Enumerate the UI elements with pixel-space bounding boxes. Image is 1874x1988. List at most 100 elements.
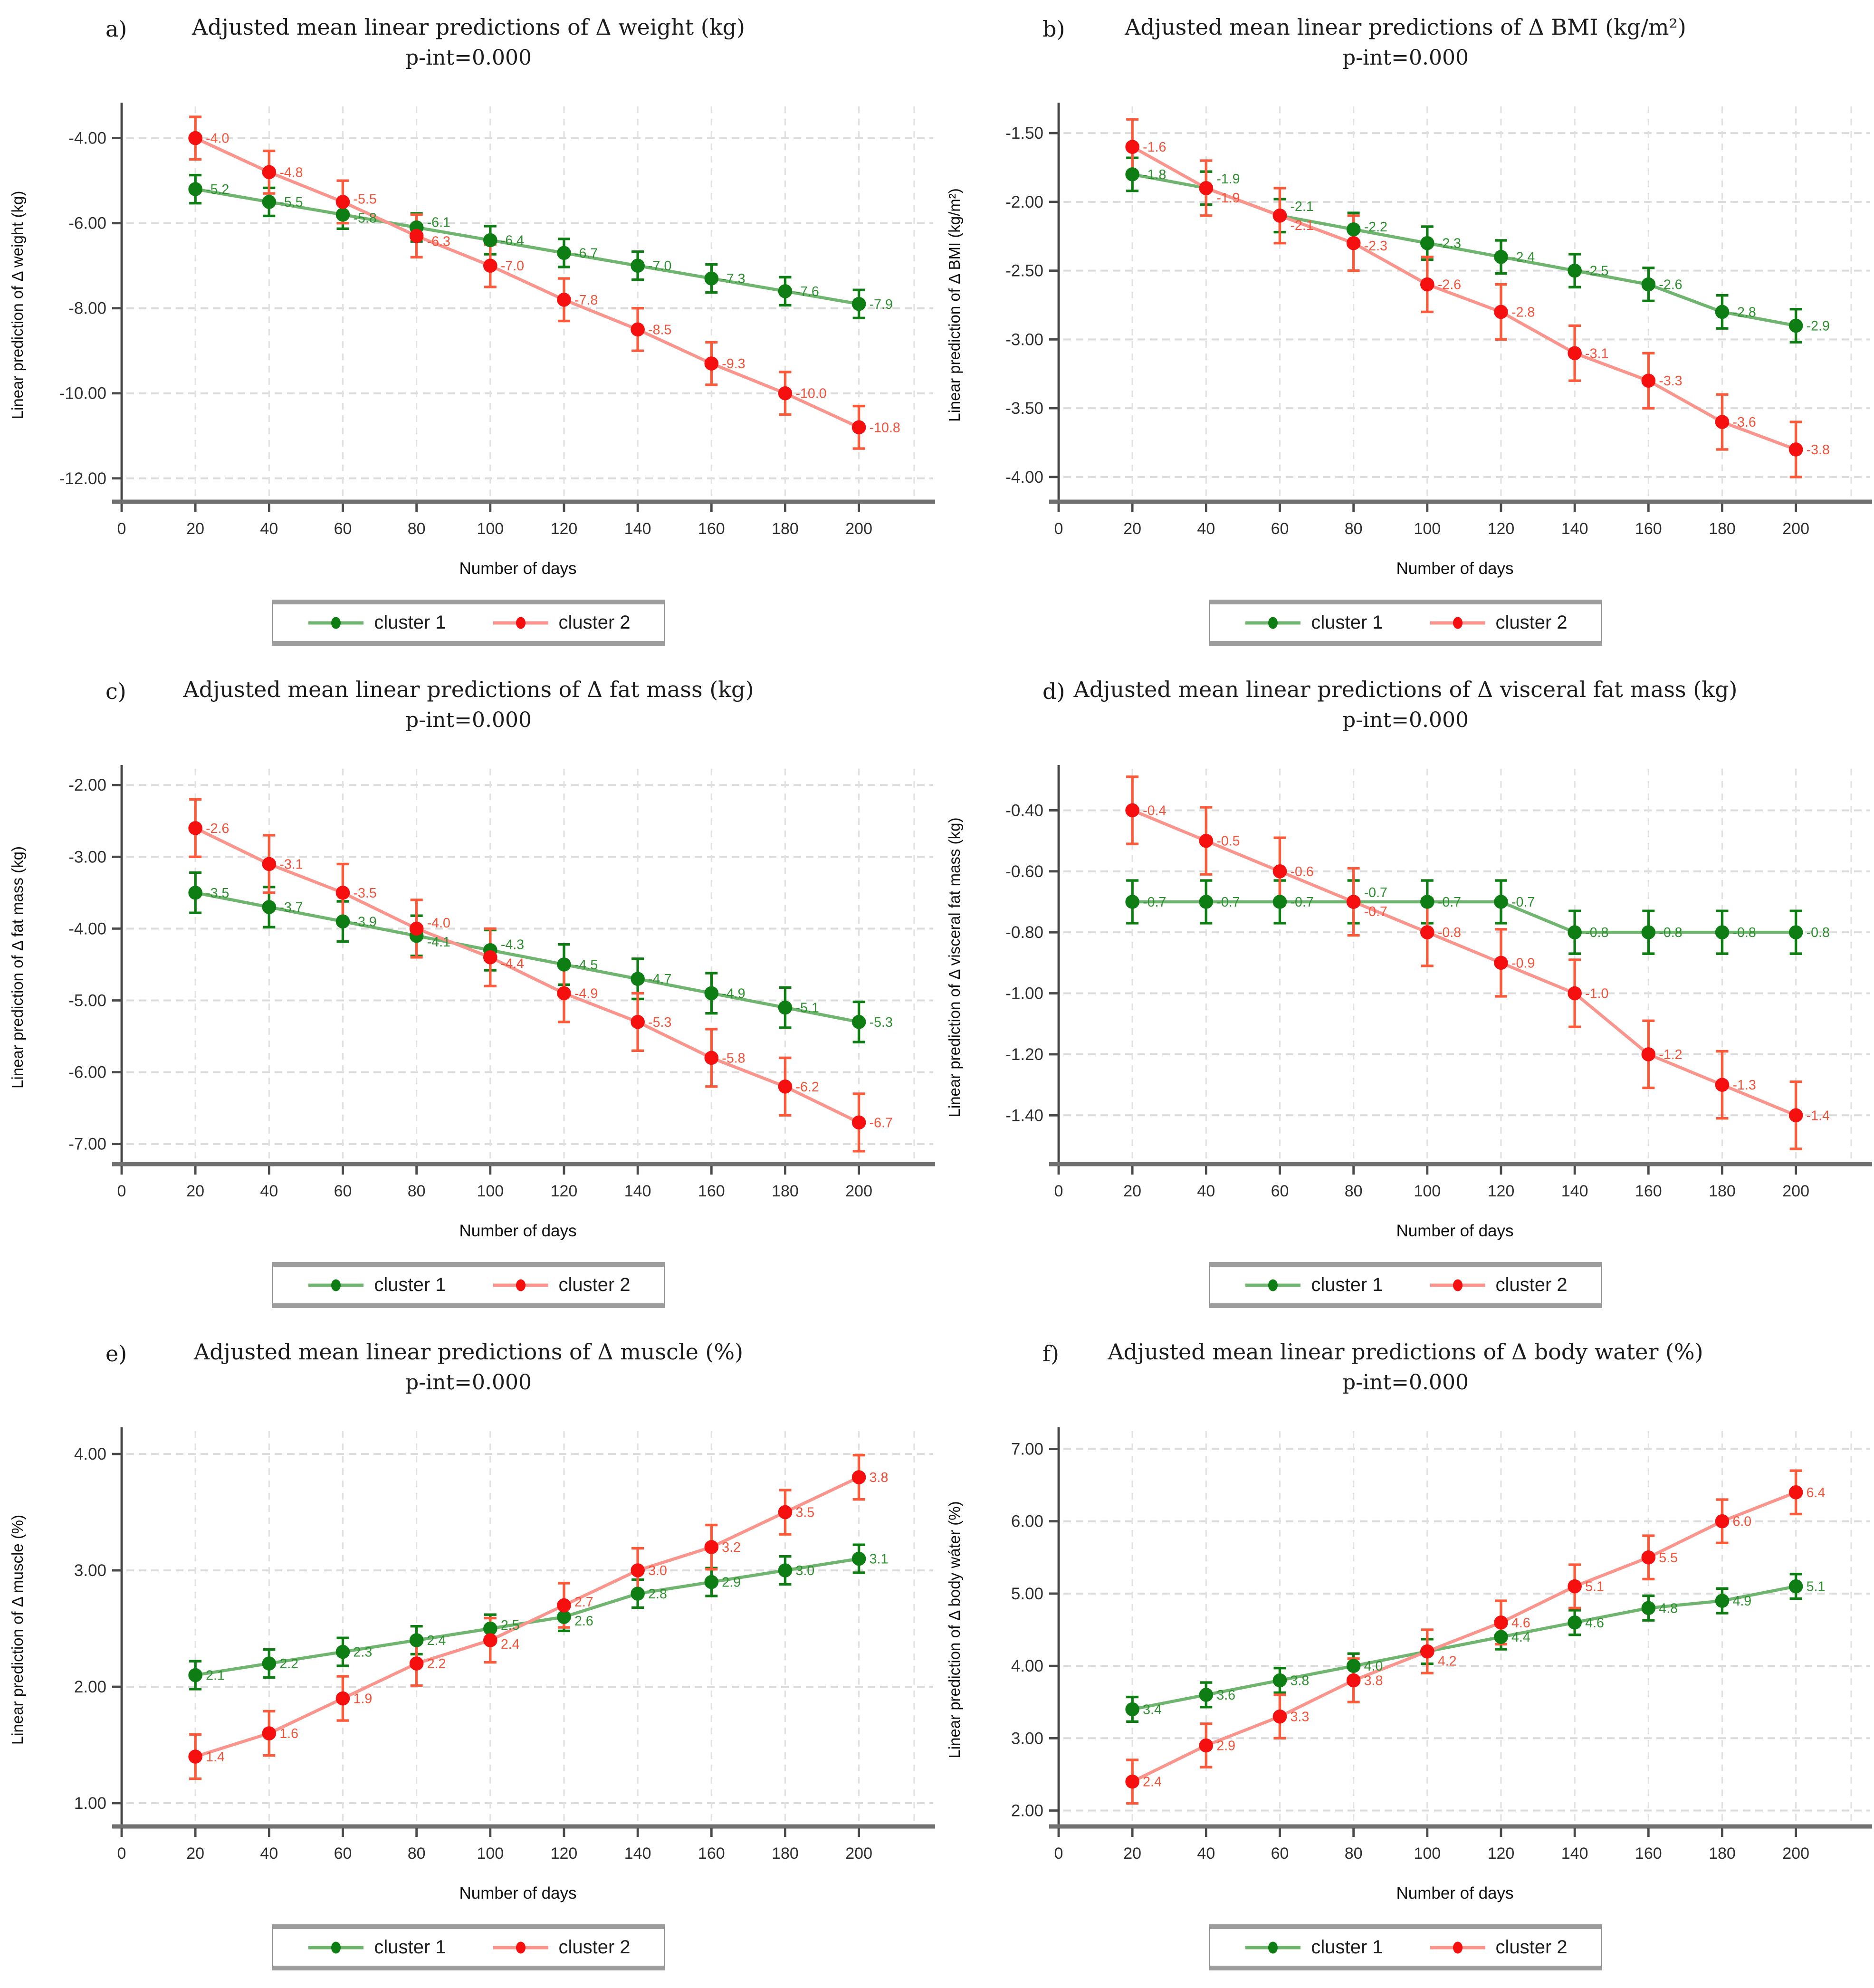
series-line-cluster-2 bbox=[1131, 809, 1797, 1117]
y-axis-label: Linear prediction of Δ weight (kg) bbox=[9, 191, 26, 420]
svg-text:3.4: 3.4 bbox=[1143, 1702, 1162, 1717]
svg-text:4.4: 4.4 bbox=[1511, 1630, 1530, 1645]
legend: cluster 1 cluster 2 bbox=[1209, 1262, 1602, 1308]
markers-cluster-1 bbox=[1125, 1579, 1803, 1717]
axes bbox=[112, 765, 935, 1166]
svg-text:-8.5: -8.5 bbox=[648, 322, 671, 337]
svg-text:5.5: 5.5 bbox=[1659, 1550, 1678, 1566]
panel-header: d) Adjusted mean linear predictions of Δ… bbox=[937, 677, 1874, 753]
svg-text:2.3: 2.3 bbox=[353, 1645, 372, 1660]
svg-text:20: 20 bbox=[1123, 1845, 1141, 1863]
svg-text:-6.7: -6.7 bbox=[870, 1115, 893, 1130]
tick-labels: 0 20 40 60 80 100 120 140 160 180 200 -1.50 -2.00 -2.… bbox=[1005, 124, 1809, 538]
svg-text:-6.7: -6.7 bbox=[574, 246, 598, 261]
svg-text:2.6: 2.6 bbox=[574, 1614, 593, 1629]
svg-text:-2.6: -2.6 bbox=[1438, 277, 1461, 293]
svg-text:-5.8: -5.8 bbox=[722, 1051, 745, 1066]
svg-text:-4.4: -4.4 bbox=[501, 956, 524, 971]
svg-text:3.00: 3.00 bbox=[74, 1561, 106, 1580]
svg-text:5.00: 5.00 bbox=[1011, 1585, 1043, 1603]
svg-text:3.0: 3.0 bbox=[795, 1563, 814, 1578]
legend-label: cluster 2 bbox=[558, 1937, 631, 1958]
legend-label: cluster 1 bbox=[1311, 1274, 1383, 1295]
svg-text:200: 200 bbox=[1782, 1845, 1809, 1863]
svg-text:-0.8: -0.8 bbox=[1732, 925, 1756, 940]
svg-text:-2.8: -2.8 bbox=[1732, 305, 1756, 320]
svg-text:-2.3: -2.3 bbox=[1364, 239, 1387, 254]
svg-text:140: 140 bbox=[1561, 520, 1588, 538]
chart-subtitle: p-int=0.000 bbox=[405, 1370, 532, 1395]
legend-item-cluster-1: cluster 1 bbox=[306, 612, 446, 633]
svg-text:-3.00: -3.00 bbox=[1005, 330, 1043, 349]
svg-text:180: 180 bbox=[772, 1845, 799, 1863]
svg-text:40: 40 bbox=[1197, 520, 1215, 538]
chart-plot: 0 20 40 60 80 100 120 140 160 180 200 2.00 3.00 4.00 5… bbox=[946, 1427, 1872, 1902]
y-axis-label: Linear prediction of Δ fat mass (kg) bbox=[9, 846, 26, 1089]
svg-text:3.5: 3.5 bbox=[795, 1505, 814, 1520]
chart-subtitle: p-int=0.000 bbox=[1342, 708, 1469, 733]
svg-text:-0.7: -0.7 bbox=[1364, 904, 1387, 919]
svg-text:-2.1: -2.1 bbox=[1290, 218, 1313, 233]
svg-text:100: 100 bbox=[1414, 1845, 1441, 1863]
svg-text:1.4: 1.4 bbox=[206, 1749, 225, 1765]
svg-text:180: 180 bbox=[772, 520, 799, 538]
tick-labels: 0 20 40 60 80 100 120 140 160 180 200 -4.00 -6.00 -8.… bbox=[59, 129, 872, 538]
legend-row: cluster 1 cluster 2 bbox=[937, 1262, 1874, 1308]
svg-text:80: 80 bbox=[1345, 1845, 1363, 1863]
legend-marker-cluster-2-icon bbox=[1430, 1279, 1485, 1291]
svg-text:-0.60: -0.60 bbox=[1005, 862, 1043, 881]
svg-text:-2.6: -2.6 bbox=[206, 821, 229, 836]
svg-text:0: 0 bbox=[1054, 520, 1063, 538]
svg-text:120: 120 bbox=[1488, 1845, 1515, 1863]
panel-header: e) Adjusted mean linear predictions of Δ… bbox=[0, 1339, 937, 1415]
svg-text:-6.4: -6.4 bbox=[501, 233, 524, 248]
svg-text:-6.2: -6.2 bbox=[795, 1080, 819, 1095]
legend-item-cluster-1: cluster 1 bbox=[306, 1274, 446, 1296]
gridlines bbox=[114, 769, 933, 1164]
svg-text:100: 100 bbox=[477, 520, 504, 538]
svg-text:120: 120 bbox=[1488, 1182, 1515, 1200]
svg-text:-4.0: -4.0 bbox=[206, 131, 229, 146]
svg-text:-4.7: -4.7 bbox=[648, 972, 671, 987]
svg-text:-0.7: -0.7 bbox=[1511, 895, 1535, 910]
panel-d: d) Adjusted mean linear predictions of Δ… bbox=[937, 662, 1874, 1325]
panel-letter: e) bbox=[105, 1341, 127, 1367]
svg-text:0: 0 bbox=[117, 1845, 126, 1863]
x-axis-label: Number of days bbox=[459, 559, 576, 578]
svg-text:40: 40 bbox=[1197, 1845, 1215, 1863]
svg-text:40: 40 bbox=[1197, 1182, 1215, 1200]
tick-labels: 0 20 40 60 80 100 120 140 160 180 200 -2.00 -3.00 -4.… bbox=[68, 776, 872, 1200]
svg-text:-2.4: -2.4 bbox=[1511, 250, 1535, 265]
legend-item-cluster-1: cluster 1 bbox=[1243, 612, 1383, 633]
panel-f: f) Adjusted mean linear predictions of Δ… bbox=[937, 1325, 1874, 1987]
svg-text:20: 20 bbox=[186, 520, 204, 538]
series-line-cluster-1 bbox=[1132, 900, 1796, 934]
panel-header: c) Adjusted mean linear predictions of Δ… bbox=[0, 677, 937, 753]
chart-plot: 0 20 40 60 80 100 120 140 160 180 200 -2.00 -3.00 -4.… bbox=[9, 765, 935, 1240]
svg-text:60: 60 bbox=[334, 1845, 352, 1863]
svg-text:-1.3: -1.3 bbox=[1732, 1078, 1756, 1093]
data-labels: -5.2 -4.0 -5.5 -4.8 -5.8 -5.5 -6.1 -6.3 -6.4 -7.0… bbox=[206, 131, 900, 436]
series-line-cluster-1 bbox=[195, 891, 860, 1024]
tick-marks bbox=[112, 784, 861, 1175]
svg-text:80: 80 bbox=[408, 1845, 426, 1863]
svg-text:-0.7: -0.7 bbox=[1438, 895, 1461, 910]
legend: cluster 1 cluster 2 bbox=[272, 1924, 665, 1970]
legend-marker-cluster-2-icon bbox=[493, 1941, 548, 1953]
legend-marker-cluster-2-icon bbox=[493, 1279, 548, 1291]
legend-row: cluster 1 cluster 2 bbox=[937, 600, 1874, 646]
svg-text:-0.8: -0.8 bbox=[1659, 925, 1682, 940]
svg-text:-0.5: -0.5 bbox=[1216, 834, 1240, 849]
panel-a: a) Adjusted mean linear predictions of Δ… bbox=[0, 0, 937, 662]
data-labels: -3.5 -2.6 -3.7 -3.1 -3.9 -3.5 -4.1 -4.0 -4.3 -4.4… bbox=[206, 821, 893, 1130]
markers-cluster-2 bbox=[1125, 1485, 1803, 1789]
legend-row: cluster 1 cluster 2 bbox=[0, 1924, 937, 1970]
legend-row: cluster 1 cluster 2 bbox=[937, 1924, 1874, 1970]
legend: cluster 1 cluster 2 bbox=[272, 1262, 665, 1308]
svg-text:3.2: 3.2 bbox=[722, 1540, 741, 1555]
legend-item-cluster-1: cluster 1 bbox=[306, 1937, 446, 1958]
svg-text:-5.5: -5.5 bbox=[279, 195, 303, 210]
x-axis-label: Number of days bbox=[459, 1222, 576, 1240]
legend-marker-cluster-1-icon bbox=[1245, 1279, 1301, 1291]
